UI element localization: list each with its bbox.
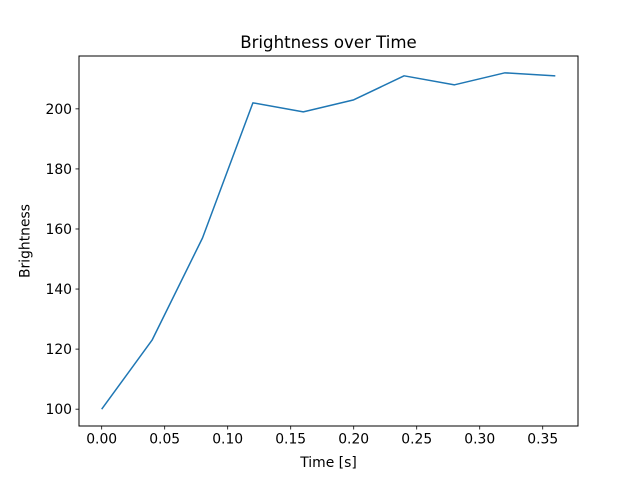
- y-tick-label: 120: [45, 342, 72, 358]
- y-axis-ticks: 100 120 140 160 180 200: [45, 102, 79, 418]
- y-tick-label: 180: [45, 162, 72, 178]
- x-tick-label: 0.35: [527, 432, 558, 448]
- x-tick-label: 0.20: [338, 432, 369, 448]
- x-tick-label: 0.00: [86, 432, 117, 448]
- y-tick-label: 200: [45, 102, 72, 118]
- y-tick-label: 100: [45, 402, 72, 418]
- x-tick-label: 0.30: [464, 432, 495, 448]
- x-tick-label: 0.25: [401, 432, 432, 448]
- chart-title: Brightness over Time: [240, 33, 417, 52]
- data-line: [101, 72, 556, 410]
- x-axis-label: Time [s]: [299, 455, 357, 471]
- y-axis-label: Brightness: [18, 204, 34, 278]
- y-tick-label: 140: [45, 282, 72, 298]
- x-tick-label: 0.15: [275, 432, 306, 448]
- x-tick-label: 0.10: [212, 432, 243, 448]
- y-tick-label: 160: [45, 222, 72, 238]
- x-axis-ticks: 0.00 0.05 0.10 0.15 0.20 0.25 0.30 0.35: [86, 426, 558, 448]
- x-tick-label: 0.05: [149, 432, 180, 448]
- plot-area: [78, 55, 579, 427]
